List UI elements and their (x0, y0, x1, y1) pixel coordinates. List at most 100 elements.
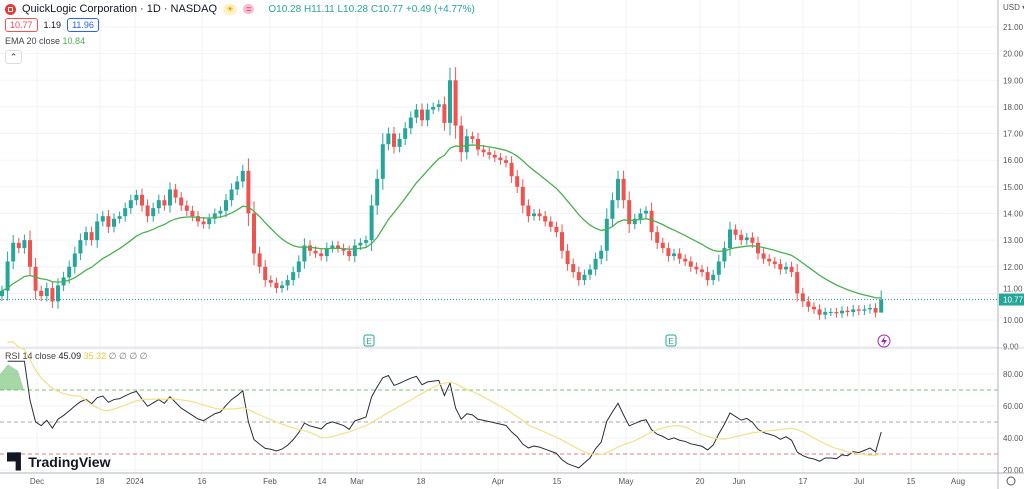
candle-body (252, 213, 256, 254)
candle-body (431, 106, 436, 110)
candle-body (840, 310, 844, 314)
time-tick-label: 17 (799, 477, 808, 486)
price-tick-label: 17.00 (1003, 130, 1024, 139)
rsi-tick-label: 40.00 (1003, 434, 1024, 443)
price-tick-label: 21.00 (1003, 23, 1024, 32)
candle-body (784, 266, 788, 270)
rsi-legend[interactable]: RSI 14 close 45.09 35.32 ∅ ∅ ∅ ∅ (5, 351, 148, 362)
price-tick-label: 15.00 (1003, 183, 1024, 192)
rsi-tick-label: 80.00 (1003, 370, 1024, 379)
candle-body (50, 288, 55, 302)
candle-body (800, 293, 805, 302)
sun-market-icon[interactable]: ☀ (223, 3, 238, 15)
candle-body (313, 250, 318, 254)
brand-name: TradingView (28, 453, 111, 470)
earnings-event-icon[interactable]: E (665, 334, 677, 347)
candle-body (834, 312, 839, 314)
candle-body (95, 221, 100, 241)
candle-body (330, 245, 335, 249)
candle-body (711, 274, 716, 281)
candle-body (582, 274, 587, 281)
low-value: L10.28 (337, 3, 369, 15)
candle-body (448, 80, 452, 123)
menu-equals-icon[interactable]: = (243, 4, 255, 14)
candle-body (352, 245, 357, 257)
candle-body (520, 186, 525, 206)
settings-gear-icon[interactable] (1006, 476, 1016, 486)
candle-body (498, 157, 503, 161)
candle-body (436, 104, 441, 107)
candle-body (123, 208, 128, 217)
candle-body (700, 269, 704, 273)
earnings-badge (665, 334, 677, 347)
candle-body (39, 290, 44, 297)
candle-body (291, 272, 296, 281)
sell-button[interactable]: 10.77 (5, 18, 38, 32)
time-tick-label: 20 (696, 477, 705, 486)
candle-body (862, 309, 867, 311)
candle-body (554, 226, 559, 233)
candle-body (560, 232, 564, 251)
price-tick-label: 10.00 (1003, 316, 1024, 325)
high-value: H11.11 (303, 3, 335, 15)
buy-button[interactable]: 11.96 (67, 18, 99, 32)
collapse-legend-button[interactable]: ⌃ (5, 50, 22, 64)
candle-body (459, 125, 464, 153)
candle-body (543, 216, 548, 222)
candle-body (492, 154, 497, 158)
candle-body (593, 258, 598, 270)
candle-body (509, 162, 514, 177)
candle-body (89, 232, 94, 241)
time-tick-label: Jun (733, 477, 746, 486)
candle-body (627, 200, 632, 225)
candle-body (425, 109, 430, 121)
earnings-event-icon[interactable]: E (363, 334, 375, 347)
time-tick-label: 15 (907, 477, 916, 486)
rsi-tick-label: 20.00 (1003, 466, 1024, 475)
time-tick-label: 2024 (126, 477, 144, 486)
candle-body (386, 133, 391, 145)
candle-body (464, 136, 469, 153)
candle-body (845, 310, 850, 313)
candle-body (179, 197, 184, 206)
price-tick-label: 16.00 (1003, 156, 1024, 165)
candle-body (403, 128, 408, 139)
symbol-title[interactable]: QuickLogic Corporation · 1D · NASDAQ (22, 3, 218, 15)
candle-body (610, 200, 615, 219)
candle-body (212, 213, 217, 219)
candle-body (655, 232, 660, 243)
candle-body (218, 210, 223, 214)
change-value: +0.49 (+4.77%) (405, 3, 475, 15)
candle-body (156, 200, 161, 209)
price-tick-label: 11.00 (1003, 285, 1023, 294)
ema-label: EMA 20 close (5, 36, 61, 46)
candle-body (408, 117, 413, 129)
time-tick-label: Feb (263, 477, 277, 486)
candle-body (84, 232, 88, 241)
candle-body (0, 290, 4, 297)
candle-body (117, 216, 122, 219)
candle-body (571, 264, 576, 273)
candle-body (868, 308, 872, 310)
time-tick-label: Aug (951, 477, 965, 486)
candle-body (369, 205, 374, 241)
candle-body (728, 229, 732, 249)
tv-logo-icon: ▀▌ (7, 453, 26, 470)
candle-body (756, 242, 760, 254)
candle-body (817, 309, 822, 315)
candle-body (364, 240, 368, 243)
lightning-event-icon[interactable] (877, 334, 891, 348)
candle-body (683, 258, 688, 262)
time-tick-label: 14 (318, 477, 327, 486)
time-tick-label: Dec (30, 477, 44, 486)
candle-body (168, 189, 172, 206)
price-tick-label: 19.00 (1003, 76, 1024, 85)
candle-body (414, 109, 419, 118)
candle-body (224, 200, 228, 211)
candle-body (588, 269, 592, 275)
time-tick-label: Apr (492, 477, 505, 486)
tradingview-logo[interactable]: ▀▌ TradingView (7, 453, 110, 470)
ema-legend[interactable]: EMA 20 close 10.84 (5, 36, 85, 46)
candle-body (604, 218, 609, 251)
